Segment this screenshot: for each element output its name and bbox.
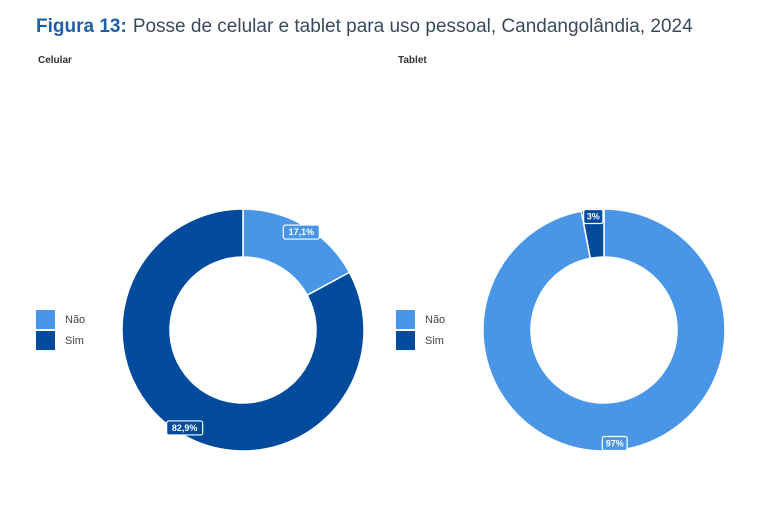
- legend-item-sim: Sim: [396, 330, 445, 351]
- legend-item-nao: Não: [396, 309, 445, 330]
- figure-title-text: Posse de celular e tablet para uso pesso…: [132, 16, 693, 37]
- legend-item-nao: Não: [36, 309, 85, 330]
- data-label-tablet-nao: 97%: [601, 435, 628, 452]
- figure-title: Figura 13: Posse de celular e tablet para…: [36, 16, 693, 38]
- data-label-text: 3%: [587, 212, 600, 222]
- data-label-text: 97%: [606, 438, 624, 448]
- legend-label-nao: Não: [65, 313, 86, 326]
- data-label-tablet-sim: 3%: [583, 208, 604, 225]
- legend-label-nao: Não: [425, 313, 446, 326]
- data-label-text: 17,1%: [289, 227, 315, 237]
- figure-label: Figura 13:: [36, 16, 127, 37]
- data-label-box: [583, 208, 604, 225]
- data-label-box: [601, 435, 628, 452]
- data-label-celular-nao: 17,1%: [282, 224, 320, 240]
- legend-item-sim: Sim: [36, 330, 85, 351]
- chart-title-celular: Celular: [38, 55, 72, 66]
- data-label-box: [282, 224, 320, 240]
- chart-title-tablet: Tablet: [398, 55, 427, 66]
- legend-swatch-nao: [36, 310, 55, 329]
- data-label-celular-sim: 82,9%: [166, 420, 204, 436]
- legend-celular: Não Sim: [36, 309, 85, 351]
- legend-swatch-nao: [396, 310, 415, 329]
- slice-celular-sim: [121, 208, 365, 452]
- legend-label-sim: Sim: [425, 334, 444, 347]
- slice-tablet-nao: [482, 208, 726, 452]
- legend-label-sim: Sim: [65, 334, 84, 347]
- legend-swatch-sim: [36, 331, 55, 350]
- data-label-text: 82,9%: [172, 423, 198, 433]
- legend-swatch-sim: [396, 331, 415, 350]
- legend-tablet: Não Sim: [396, 309, 445, 351]
- data-label-box: [166, 420, 204, 436]
